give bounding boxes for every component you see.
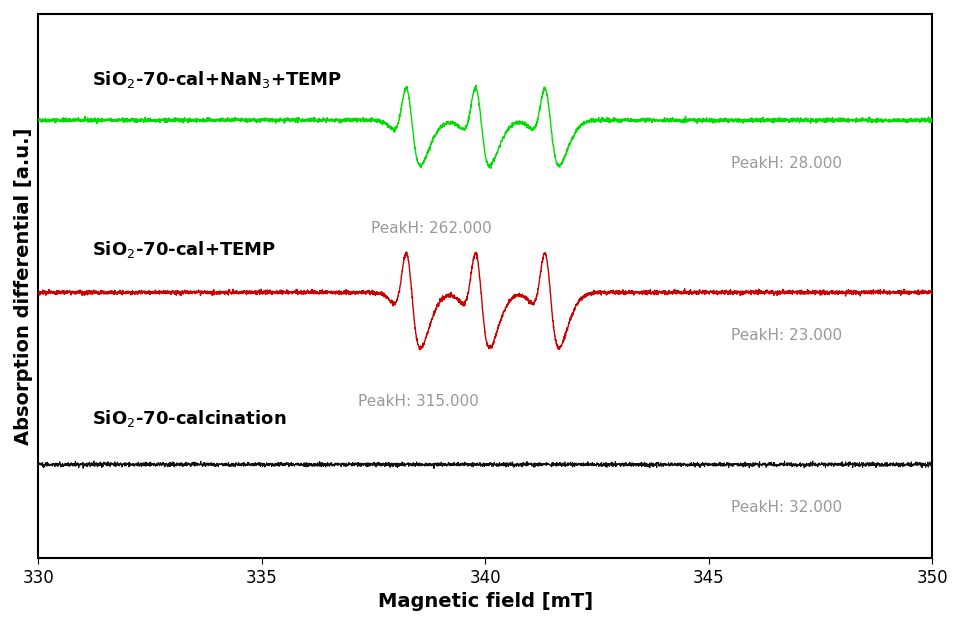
Text: PeakH: 32.000: PeakH: 32.000 [730, 500, 842, 515]
Text: PeakH: 28.000: PeakH: 28.000 [730, 156, 841, 171]
Text: SiO$_2$-70-calcination: SiO$_2$-70-calcination [92, 408, 286, 429]
Text: SiO$_2$-70-cal+NaN$_3$+TEMP: SiO$_2$-70-cal+NaN$_3$+TEMP [92, 69, 342, 90]
Text: PeakH: 23.000: PeakH: 23.000 [730, 328, 842, 342]
Text: PeakH: 315.000: PeakH: 315.000 [357, 394, 479, 409]
Text: SiO$_2$-70-cal+TEMP: SiO$_2$-70-cal+TEMP [92, 239, 276, 260]
X-axis label: Magnetic field [mT]: Magnetic field [mT] [378, 592, 592, 611]
Text: PeakH: 262.000: PeakH: 262.000 [371, 221, 492, 236]
Y-axis label: Absorption differential [a.u.]: Absorption differential [a.u.] [13, 127, 33, 445]
